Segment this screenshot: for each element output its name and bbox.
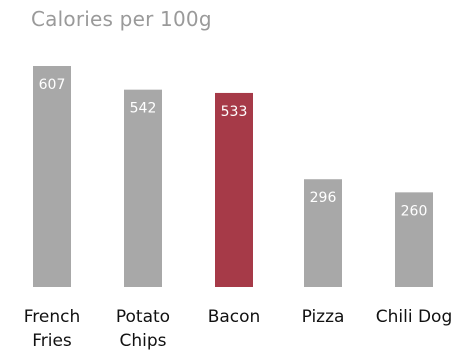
category-label: French: [24, 307, 81, 327]
category-label: Chili Dog: [376, 307, 453, 327]
bar-french-fries: [33, 66, 71, 287]
value-label: 296: [310, 190, 337, 206]
bar-chili-dog: [395, 192, 433, 287]
category-label: Potato: [116, 307, 170, 327]
bar-pizza: [304, 179, 342, 287]
bar-bacon: [215, 92, 253, 287]
chart-title: Calories per 100g: [31, 7, 212, 31]
value-label: 533: [221, 104, 248, 120]
category-label: Chips: [119, 331, 166, 351]
value-label: 607: [39, 77, 66, 93]
category-label: Bacon: [208, 307, 261, 327]
bar-potato-chips: [124, 89, 162, 288]
category-label: Fries: [32, 331, 72, 351]
value-label: 260: [401, 203, 428, 219]
value-label: 542: [130, 101, 157, 117]
category-label: Pizza: [302, 307, 345, 327]
